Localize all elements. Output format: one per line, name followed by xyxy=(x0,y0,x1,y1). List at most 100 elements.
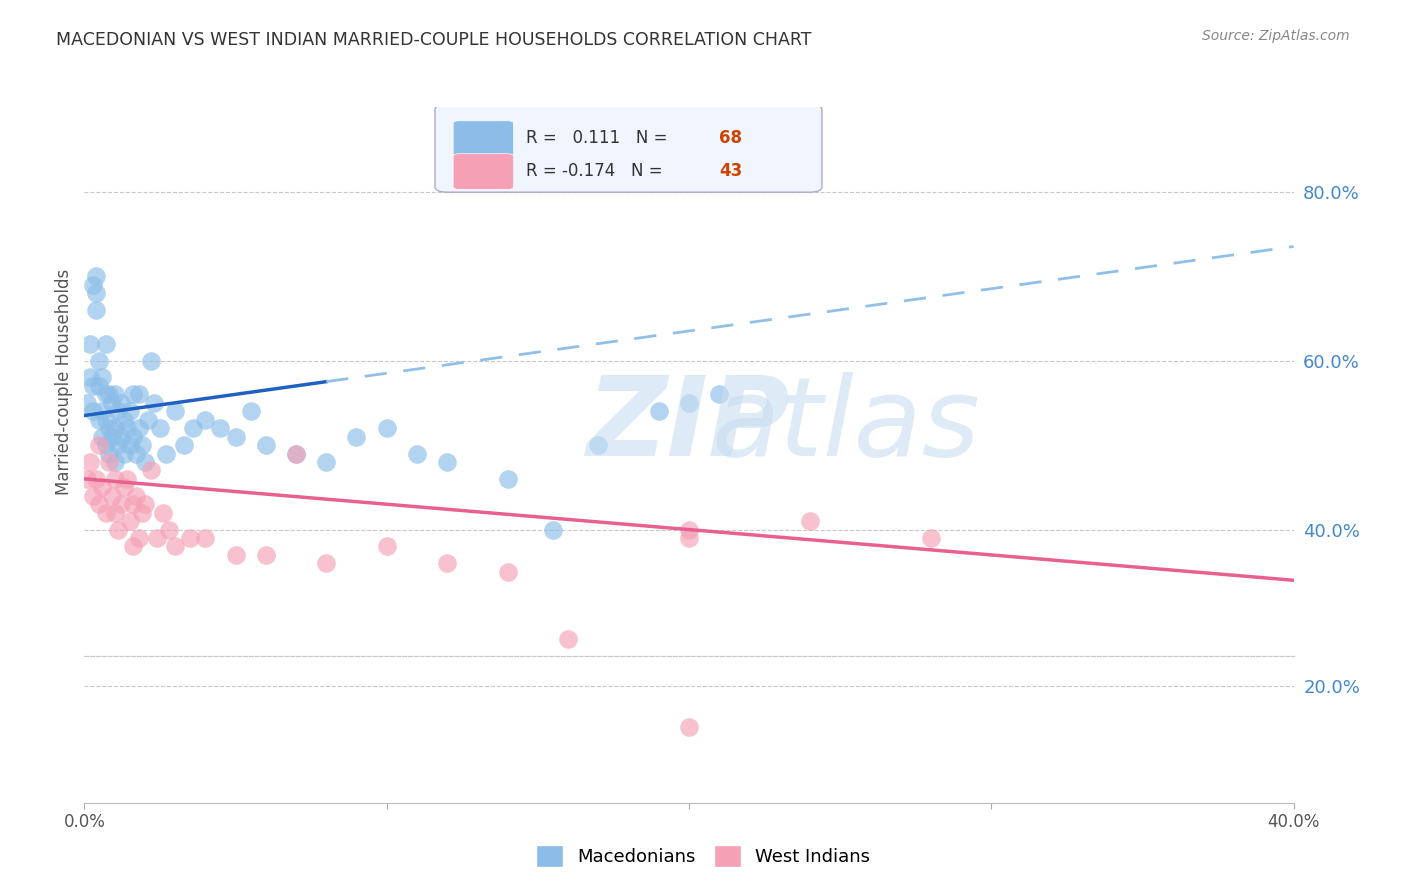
Point xyxy=(134,455,156,469)
Point xyxy=(157,523,180,537)
Point xyxy=(285,446,308,460)
Point xyxy=(678,396,700,410)
Point xyxy=(194,531,217,545)
Text: 43: 43 xyxy=(720,162,742,180)
Point xyxy=(94,336,117,351)
Point xyxy=(118,404,141,418)
Point xyxy=(91,370,114,384)
Point xyxy=(97,387,120,401)
Point xyxy=(436,455,458,469)
Point xyxy=(496,472,519,486)
Point xyxy=(104,506,127,520)
Point xyxy=(89,353,111,368)
Point xyxy=(121,540,143,554)
Point xyxy=(79,370,101,384)
Point xyxy=(112,413,135,427)
Point xyxy=(89,379,111,393)
Point xyxy=(107,438,129,452)
Point xyxy=(110,497,132,511)
Point xyxy=(436,557,458,571)
Point xyxy=(107,404,129,418)
Point xyxy=(121,497,143,511)
Point xyxy=(149,421,172,435)
Point xyxy=(315,455,337,469)
Point xyxy=(91,404,114,418)
FancyBboxPatch shape xyxy=(453,153,513,189)
Text: atlas: atlas xyxy=(711,372,980,479)
Point xyxy=(225,548,247,562)
Point xyxy=(406,446,429,460)
Point xyxy=(100,396,122,410)
Point xyxy=(709,387,731,401)
Point xyxy=(104,455,127,469)
Point xyxy=(315,557,337,571)
Text: R = -0.174   N =: R = -0.174 N = xyxy=(526,162,668,180)
Point xyxy=(496,565,519,579)
Point xyxy=(136,413,159,427)
Point xyxy=(678,531,700,545)
Point xyxy=(118,438,141,452)
Point xyxy=(91,480,114,494)
Point xyxy=(799,514,821,528)
Point xyxy=(76,472,98,486)
Point xyxy=(79,336,101,351)
Point xyxy=(346,429,368,443)
Text: 68: 68 xyxy=(720,129,742,147)
Point xyxy=(588,438,610,452)
Point xyxy=(165,404,187,418)
FancyBboxPatch shape xyxy=(453,120,513,156)
Point xyxy=(225,429,247,443)
Point xyxy=(86,472,108,486)
Text: Source: ZipAtlas.com: Source: ZipAtlas.com xyxy=(1202,29,1350,43)
Point xyxy=(139,463,162,477)
Point xyxy=(97,421,120,435)
Point xyxy=(107,523,129,537)
Point xyxy=(152,506,174,520)
Point xyxy=(134,497,156,511)
Point xyxy=(86,268,108,283)
Point xyxy=(94,506,117,520)
FancyBboxPatch shape xyxy=(434,104,823,192)
Point xyxy=(82,489,104,503)
Text: ZIP: ZIP xyxy=(588,372,790,479)
Point xyxy=(285,446,308,460)
Point xyxy=(115,421,138,435)
Point xyxy=(128,531,150,545)
Point xyxy=(128,421,150,435)
Point xyxy=(82,277,104,292)
Point xyxy=(125,446,148,460)
Point xyxy=(89,497,111,511)
Point xyxy=(541,523,564,537)
Point xyxy=(89,438,111,452)
Point xyxy=(100,429,122,443)
Point xyxy=(254,438,277,452)
Text: R =   0.111   N =: R = 0.111 N = xyxy=(526,129,672,147)
Point xyxy=(121,429,143,443)
Point xyxy=(375,421,398,435)
Point xyxy=(115,472,138,486)
Point xyxy=(91,429,114,443)
Point xyxy=(557,632,579,647)
Point xyxy=(155,446,177,460)
Point xyxy=(173,438,195,452)
Point xyxy=(100,489,122,503)
Point xyxy=(110,429,132,443)
Point xyxy=(209,421,232,435)
Point xyxy=(146,531,169,545)
Text: MACEDONIAN VS WEST INDIAN MARRIED-COUPLE HOUSEHOLDS CORRELATION CHART: MACEDONIAN VS WEST INDIAN MARRIED-COUPLE… xyxy=(56,31,811,49)
Legend: Macedonians, West Indians: Macedonians, West Indians xyxy=(529,838,877,874)
Point xyxy=(194,413,217,427)
Y-axis label: Married-couple Households: Married-couple Households xyxy=(55,268,73,495)
Point xyxy=(104,421,127,435)
Point xyxy=(104,387,127,401)
Point xyxy=(254,548,277,562)
Point xyxy=(118,514,141,528)
Point xyxy=(97,455,120,469)
Point xyxy=(94,413,117,427)
Point xyxy=(648,404,671,418)
Point xyxy=(165,540,187,554)
Point xyxy=(131,506,153,520)
Point xyxy=(82,404,104,418)
Point xyxy=(142,396,165,410)
Point xyxy=(920,531,942,545)
